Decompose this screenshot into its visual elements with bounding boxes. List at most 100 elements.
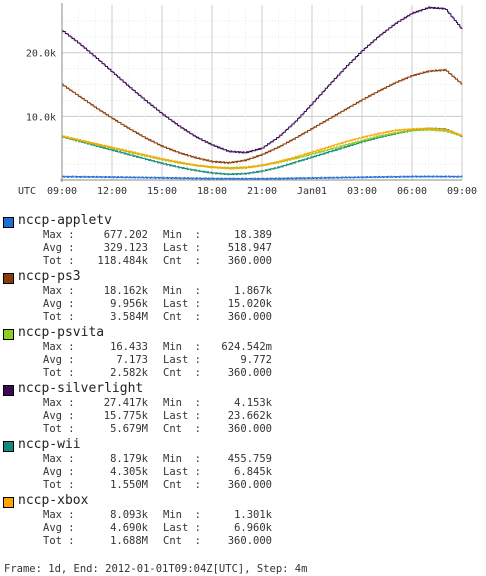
legend-series-name: nccp-psvita: [18, 325, 105, 340]
stat-label-tot: Tot :: [43, 423, 75, 435]
stat-label-tot: Tot :: [43, 479, 75, 491]
stat-label-last: Last :: [163, 410, 201, 422]
stat-label-tot: Tot :: [43, 255, 75, 267]
stat-value-min: 1.301k: [234, 509, 272, 521]
x-tick-label: 09:00: [47, 186, 77, 197]
x-tick-label: 06:00: [397, 186, 427, 197]
stat-label-max: Max :: [43, 509, 75, 521]
stat-label-last: Last :: [163, 466, 201, 478]
legend-series-name: nccp-ps3: [18, 269, 81, 284]
stat-label-cnt: Cnt :: [163, 535, 201, 547]
stat-label-min: Min :: [163, 341, 201, 353]
stat-label-min: Min :: [163, 229, 201, 241]
stat-value-last: 6.960k: [234, 522, 272, 534]
series-line-nccp-xbox: [62, 127, 463, 170]
stat-value-max: 18.162k: [103, 285, 148, 297]
stat-label-cnt: Cnt :: [163, 367, 201, 379]
stat-value-cnt: 360.000: [227, 311, 272, 323]
stat-value-max: 16.433: [110, 341, 148, 353]
legend-series-name: nccp-xbox: [18, 493, 89, 508]
stat-value-avg: 9.956k: [110, 298, 148, 310]
stat-value-tot: 1.688M: [110, 535, 148, 547]
legend-series-name: nccp-appletv: [18, 213, 112, 228]
x-tick-label: 09:00: [447, 186, 477, 197]
stat-value-last: 6.845k: [234, 466, 272, 478]
stat-label-avg: Avg :: [43, 354, 75, 366]
series-line-nccp-appletv: [62, 175, 463, 180]
legend-stats: Max : 18.162k Min : 1.867k Avg : 9.956k Last :…: [0, 285, 486, 325]
legend-swatch: [3, 217, 14, 228]
y-tick-label: 20.0k: [26, 49, 56, 60]
y-tick-label: 10.0k: [26, 112, 56, 123]
footer-text: Frame: 1d, End: 2012-01-01T09:04Z[UTC], …: [4, 563, 308, 575]
stat-value-min: 18.389: [234, 229, 272, 241]
stat-value-cnt: 360.000: [227, 367, 272, 379]
x-tick-label-timezone: UTC: [18, 186, 36, 197]
stat-value-avg: 4.690k: [110, 522, 148, 534]
stat-label-cnt: Cnt :: [163, 311, 201, 323]
stat-label-max: Max :: [43, 285, 75, 297]
stat-label-last: Last :: [163, 522, 201, 534]
legend-entry: nccp-psvita Max : 16.433 Min : 624.542m Avg :…: [0, 325, 486, 381]
stat-value-tot: 1.550M: [110, 479, 148, 491]
stat-label-avg: Avg :: [43, 298, 75, 310]
stat-label-tot: Tot :: [43, 311, 75, 323]
stat-value-max: 27.417k: [103, 397, 148, 409]
legend-stats: Max : 677.202 Min : 18.389 Avg : 329.123 Last …: [0, 229, 486, 269]
stat-value-min: 624.542m: [221, 341, 272, 353]
legend-series-name: nccp-silverlight: [18, 381, 144, 396]
x-tick-label: 15:00: [147, 186, 177, 197]
stat-label-tot: Tot :: [43, 367, 75, 379]
x-tick-label: Jan01: [297, 186, 327, 197]
legend-swatch: [3, 497, 14, 508]
stat-label-min: Min :: [163, 397, 201, 409]
stat-value-last: 23.662k: [227, 410, 272, 422]
legend-entry: nccp-ps3 Max : 18.162k Min : 1.867k Avg : 9.95…: [0, 269, 486, 325]
x-tick-label: 18:00: [197, 186, 227, 197]
stat-value-min: 1.867k: [234, 285, 272, 297]
stat-value-avg: 4.305k: [110, 466, 148, 478]
legend-series-name: nccp-wii: [18, 437, 81, 452]
legend-entry: nccp-wii Max : 8.179k Min : 455.759 Avg : 4.30…: [0, 437, 486, 493]
stat-value-max: 8.093k: [110, 509, 148, 521]
series-line-nccp-ps3: [62, 68, 463, 164]
stat-value-last: 9.772: [240, 354, 272, 366]
stat-value-avg: 15.775k: [103, 410, 148, 422]
stat-label-max: Max :: [43, 453, 75, 465]
legend-stats: Max : 8.093k Min : 1.301k Avg : 4.690k Last : 6…: [0, 509, 486, 549]
legend-swatch: [3, 385, 14, 396]
stat-value-avg: 329.123: [103, 242, 148, 254]
legend: nccp-appletv Max : 677.202 Min : 18.389 Avg :…: [0, 213, 486, 549]
legend-stats: Max : 16.433 Min : 624.542m Avg : 7.173 Last :…: [0, 341, 486, 381]
stat-label-avg: Avg :: [43, 522, 75, 534]
stat-label-min: Min :: [163, 453, 201, 465]
stat-value-tot: 5.679M: [110, 423, 148, 435]
stat-value-tot: 2.582k: [110, 367, 148, 379]
stat-label-cnt: Cnt :: [163, 479, 201, 491]
axes: [60, 3, 462, 182]
stat-value-cnt: 360.000: [227, 423, 272, 435]
stat-label-min: Min :: [163, 285, 201, 297]
stat-value-min: 455.759: [227, 453, 272, 465]
stat-label-cnt: Cnt :: [163, 255, 201, 267]
stat-value-last: 518.947: [227, 242, 272, 254]
stat-value-max: 8.179k: [110, 453, 148, 465]
stat-label-max: Max :: [43, 397, 75, 409]
x-tick-label: 21:00: [247, 186, 277, 197]
stat-value-max: 677.202: [103, 229, 148, 241]
stat-value-min: 4.153k: [234, 397, 272, 409]
stat-label-tot: Tot :: [43, 535, 75, 547]
stat-label-avg: Avg :: [43, 410, 75, 422]
legend-swatch: [3, 329, 14, 340]
stat-label-last: Last :: [163, 242, 201, 254]
legend-swatch: [3, 441, 14, 452]
stat-value-tot: 3.584M: [110, 311, 148, 323]
chart: 20.0k 10.0k UTC 09:00 12:00 15:00 18:00 21:00 Ja…: [18, 3, 477, 197]
stat-value-cnt: 360.000: [227, 255, 272, 267]
series-line-nccp-silverlight: [62, 6, 463, 154]
legend-entry: nccp-silverlight Max : 27.417k Min : 4.153k A…: [0, 381, 486, 437]
x-tick-label: 12:00: [97, 186, 127, 197]
stat-label-last: Last :: [163, 298, 201, 310]
stat-value-avg: 7.173: [116, 354, 148, 366]
legend-stats: Max : 8.179k Min : 455.759 Avg : 4.305k Last :…: [0, 453, 486, 493]
